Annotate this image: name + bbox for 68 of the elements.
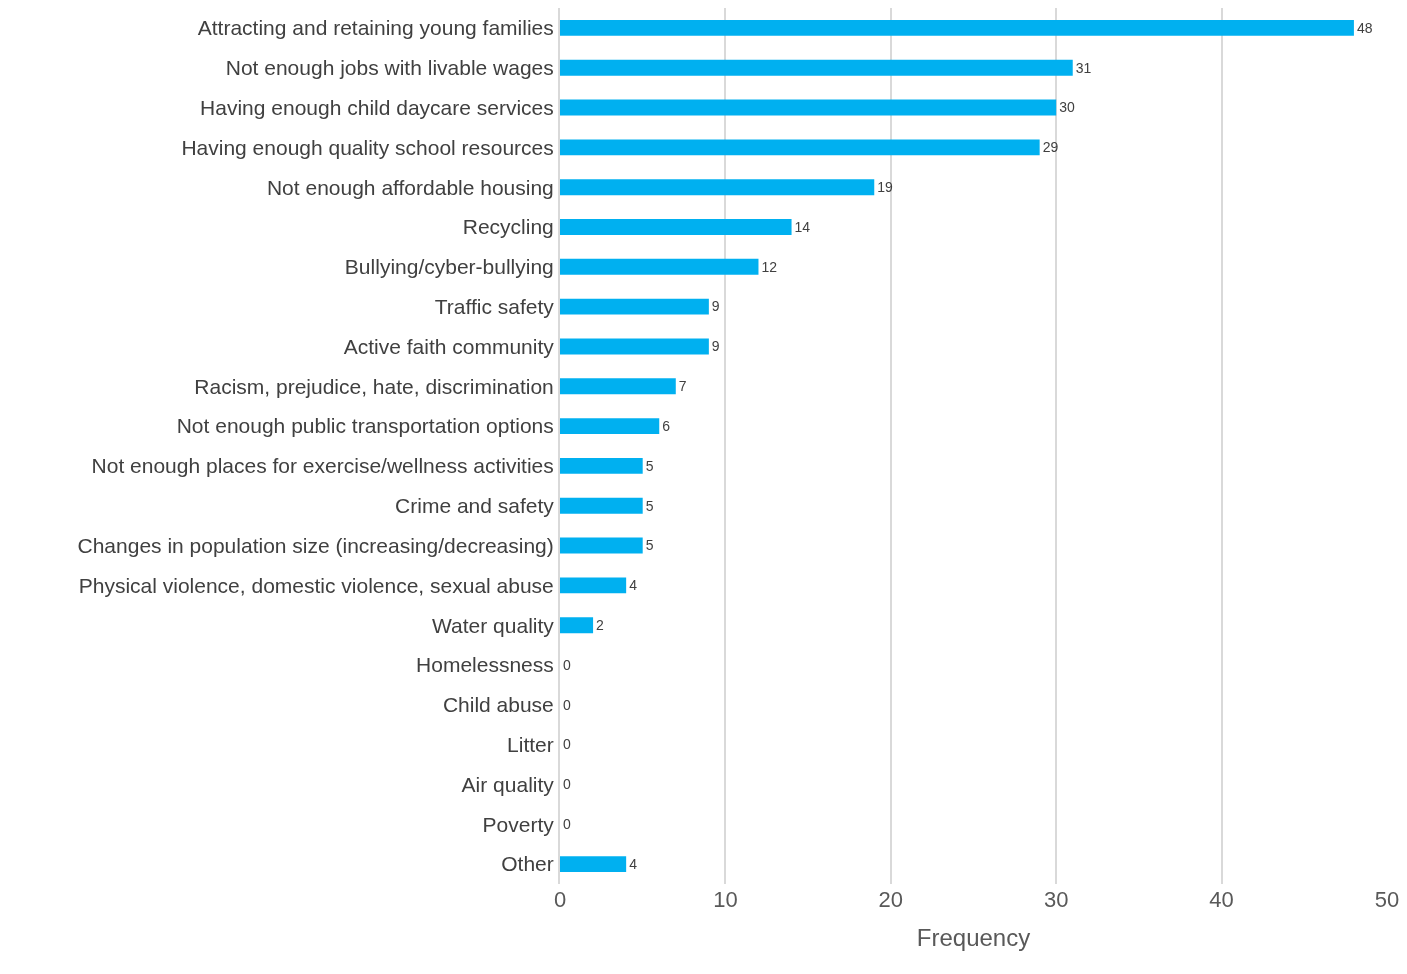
y-tick-label: Having enough child daycare services [200,95,554,119]
bar [560,59,1073,76]
x-tick-label: 30 [1043,887,1069,912]
bar [560,617,594,634]
data-label: 0 [563,736,571,753]
data-label: 5 [645,537,654,554]
bar [560,258,759,275]
data-label: 12 [761,258,778,275]
y-tick-label: Not enough affordable housing [266,175,554,199]
x-tick-label: 0 [553,887,567,912]
y-tick-label: Homelessness [416,653,554,677]
x-tick-label: 40 [1209,887,1234,912]
data-label: 30 [1059,99,1075,116]
y-tick-label: Poverty [482,812,555,836]
y-tick-label: Not enough public transportation options [176,414,554,438]
y-tick-label: Recycling [462,215,554,239]
y-tick-label: Child abuse [442,693,554,717]
data-label: 0 [563,656,571,673]
y-tick-label: Changes in population size (increasing/decreasing) [77,533,554,557]
data-label: 14 [794,218,811,235]
x-tick-label: 20 [878,887,904,912]
y-tick-label: Active faith community [343,334,555,358]
bar [560,338,709,355]
data-label: 5 [645,497,654,514]
data-label: 7 [678,378,687,395]
y-tick-label: Other [501,852,554,876]
data-label: 48 [1356,19,1373,36]
data-label: 5 [645,457,654,474]
y-tick-label: Water quality [432,613,555,637]
bar [560,19,1354,36]
y-tick-label: Crime and safety [395,494,555,518]
data-label: 31 [1075,59,1092,76]
data-label: 0 [563,816,571,833]
bar [560,418,660,435]
bar [560,219,792,235]
data-label: 9 [711,298,720,315]
y-tick-label: Not enough jobs with livable wages [225,56,554,80]
data-label: 6 [662,417,671,434]
y-tick-label: Racism, prejudice, hate, discrimination [194,374,554,398]
y-tick-label: Litter [507,732,554,756]
bar [560,298,709,315]
data-label: 9 [711,338,720,355]
bar [560,577,627,594]
bar [560,99,1057,116]
data-label: 29 [1042,139,1059,156]
bar [560,497,643,514]
y-tick-label: Air quality [461,772,555,796]
bar [560,139,1040,156]
bar [560,537,643,554]
bar [560,457,643,474]
data-label: 4 [629,577,638,594]
x-tick-label: 10 [713,887,738,912]
x-axis-title: Frequency [916,924,1031,952]
data-label: 0 [563,696,571,713]
data-label: 2 [596,616,605,633]
bar [560,378,676,395]
data-label: 19 [877,178,894,195]
y-tick-label: Not enough places for exercise/wellness activities [91,454,554,478]
data-label: 0 [563,776,571,793]
y-tick-label: Physical violence, domestic violence, sexual abuse [78,573,554,597]
bar [560,179,875,196]
y-tick-label: Traffic safety [434,294,555,318]
y-tick-label: Bullying/cyber-bullying [344,255,554,279]
data-label: 4 [629,855,638,872]
x-tick-label: 50 [1374,887,1400,912]
y-tick-label: Having enough quality school resources [181,135,554,159]
y-tick-label: Attracting and retaining young families [197,16,554,40]
bar [560,856,627,873]
